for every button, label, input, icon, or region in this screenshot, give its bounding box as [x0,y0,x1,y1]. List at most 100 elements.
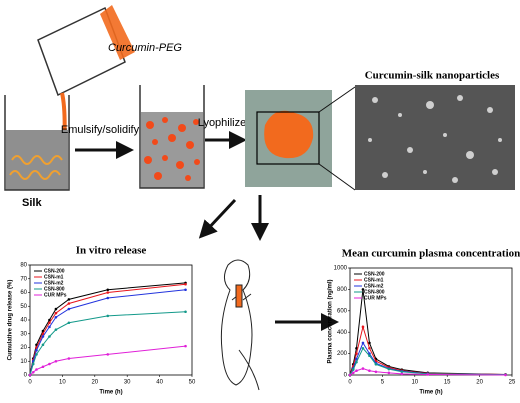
data-point [184,282,187,286]
data-point [35,348,38,352]
data-point [35,353,38,356]
data-point [387,367,391,371]
data-point [35,368,38,371]
x-tick-label: 30 [124,380,131,386]
x-tick-label: 20 [476,380,483,386]
step2-label: Lyophilize [198,117,247,129]
plot-frame [349,267,513,376]
legend-label: CUR MPs [364,295,387,301]
legend-label: CUR MPs [44,292,67,298]
data-point [48,318,51,322]
x-axis-label: Time (h) [419,390,442,396]
x-tick-label: 5 [381,380,385,386]
x-tick-label: 50 [189,380,196,386]
y-tick-label: 70 [20,276,27,282]
x-tick-label: 10 [59,380,66,386]
silk-label: Silk [22,197,42,209]
emulsion-beaker [139,85,205,189]
data-point [351,368,355,371]
data-point [361,341,365,345]
data-point [184,310,187,314]
data-point [48,362,51,366]
data-point [106,296,110,300]
data-point [184,288,187,292]
data-point [31,362,35,366]
y-tick-label: 50 [20,304,27,310]
data-point [67,321,71,325]
data-point [41,329,45,333]
data-point [361,367,365,370]
y-tick-label: 400 [337,330,348,336]
chart-title: Mean curcumin plasma concentration [342,248,520,260]
data-point [48,325,51,329]
y-tick-label: 60 [20,290,27,296]
y-axis-label: Plasma concentration (ng/ml) [328,279,334,363]
zoom-line [318,163,356,191]
data-point [28,373,32,377]
data-point [48,321,51,325]
data-point [355,352,358,355]
legend-label: CSN-m1 [364,277,384,283]
zoom-line [318,86,356,113]
y-tick-label: 30 [20,331,27,337]
legend-label: CSN-m1 [44,274,64,280]
y-tick-label: 80 [20,263,27,269]
data-point [48,335,51,338]
data-point [54,359,58,363]
data-point [54,311,58,315]
data-point [41,343,45,347]
data-point [368,369,371,373]
data-point [351,371,355,375]
silk-beaker [4,95,70,191]
data-point [67,302,71,305]
data-point [31,370,35,374]
series-line [349,289,506,376]
legend-label: CSN-200 [44,268,65,274]
x-tick-label: 0 [348,380,352,386]
data-point [106,291,110,294]
data-point [374,363,378,366]
data-point [368,341,371,345]
data-point [106,314,110,318]
arrow [198,198,237,239]
mouse-sketch [220,259,260,391]
nanoparticles-label: Curcumin-silk nanoparticles [365,70,500,82]
data-point [67,298,71,301]
x-tick-label: 40 [156,380,163,386]
data-point [54,307,58,311]
data-point [504,373,507,377]
data-point [355,369,358,373]
data-point [361,325,365,329]
legend-label: CSN-m2 [364,283,384,289]
data-point [41,365,45,369]
y-tick-label: 0 [344,373,348,379]
x-tick-label: 10 [411,380,418,386]
y-tick-label: 800 [337,287,348,293]
data-point [361,288,365,291]
data-point [368,346,371,350]
x-tick-label: 25 [509,380,516,386]
series-line [349,341,506,376]
legend-label: CSN-800 [44,286,65,292]
data-point [54,315,58,319]
data-point [41,335,45,338]
y-axis-label: Cumulative drug release (%) [8,280,14,361]
series-line [349,347,506,376]
data-point [41,332,45,336]
y-tick-label: 200 [337,351,348,357]
data-point [106,288,110,292]
data-point [400,372,404,376]
step1-label: Emulsify/solidify [61,124,140,136]
x-tick-label: 0 [28,380,32,386]
x-tick-label: 15 [444,380,451,386]
data-point [355,360,358,364]
pour-label: Curcumin-PEG [108,42,182,54]
x-axis-label: Time (h) [99,390,122,396]
y-tick-label: 40 [20,318,27,324]
powder-image [245,90,332,187]
data-point [184,344,187,348]
legend-label: CSN-800 [364,289,385,295]
data-point [368,354,371,358]
data-point [67,307,71,311]
